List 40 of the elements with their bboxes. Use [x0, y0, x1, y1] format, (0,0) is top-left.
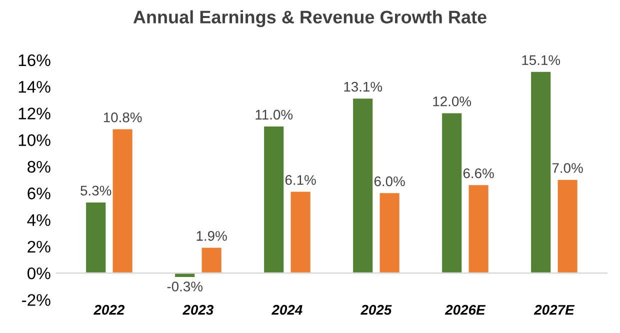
bar — [202, 248, 222, 274]
bar — [442, 113, 462, 274]
data-label: 6.1% — [285, 175, 316, 185]
y-tick-label: 14% — [18, 81, 50, 93]
data-label: 6.0% — [374, 176, 405, 186]
bar — [531, 72, 551, 274]
data-label: 13.1% — [344, 82, 382, 92]
data-label: 7.0% — [552, 163, 583, 173]
y-tick-label: 16% — [18, 54, 50, 66]
x-tick-label: 2026E — [444, 304, 486, 315]
y-tick-label: 8% — [28, 160, 50, 173]
chart-title: Annual Earnings & Revenue Growth Rate — [133, 10, 486, 28]
y-tick-label: 12% — [18, 108, 50, 120]
bar — [290, 192, 310, 274]
bar — [112, 129, 132, 274]
data-label: 5.3% — [80, 186, 112, 196]
bar — [468, 185, 488, 274]
y-tick-label: 4% — [27, 214, 50, 226]
x-tick-label: 2027E — [534, 304, 575, 315]
bar — [380, 193, 400, 274]
y-tick-label: 2% — [28, 240, 50, 253]
bar — [86, 202, 106, 274]
data-label: -0.3% — [167, 282, 202, 292]
data-label: 6.6% — [463, 168, 494, 178]
x-tick-label: 2022 — [94, 304, 125, 315]
y-tick-label: 6% — [28, 188, 50, 200]
data-label: 10.8% — [104, 112, 142, 122]
data-label: 1.9% — [196, 231, 227, 241]
x-tick-label: 2024 — [272, 304, 302, 315]
data-label: 11.0% — [256, 110, 293, 120]
x-tick-label: 2023 — [182, 304, 214, 315]
bar — [264, 126, 284, 274]
y-tick-label: 0% — [28, 267, 50, 280]
data-label: 12.0% — [433, 96, 472, 106]
x-tick-label: 2025 — [360, 304, 392, 315]
y-tick-label: -2% — [22, 294, 50, 306]
data-label: 15.1% — [522, 55, 560, 66]
bar — [353, 98, 373, 274]
bar — [558, 180, 578, 274]
y-tick-label: 10% — [18, 134, 50, 146]
